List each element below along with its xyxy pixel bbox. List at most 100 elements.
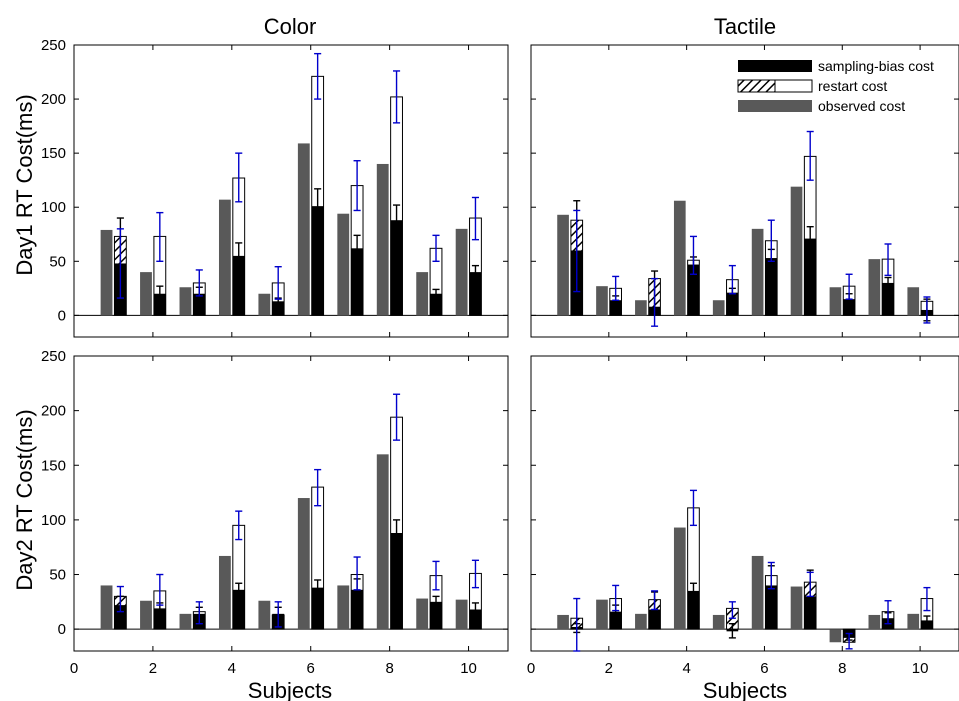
legend-label-observed: observed cost: [818, 98, 905, 114]
x-tick-label: 0: [527, 660, 535, 677]
observed-bar: [829, 287, 842, 316]
x-tick-label: 8: [838, 660, 846, 677]
sampling-bias-bar: [351, 248, 364, 316]
x-tick-label: 6: [307, 660, 315, 677]
sampling-bias-bar: [469, 272, 482, 316]
observed-bar: [868, 259, 881, 316]
panel-day2-color: 0 50 100 150 200 250 0 2 4 6 8 10: [41, 348, 509, 677]
observed-bar: [258, 600, 271, 630]
sampling-bias-bar: [765, 258, 778, 316]
y-tick-label: 200: [41, 91, 66, 108]
sampling-bias-bar: [390, 220, 403, 316]
observed-bar: [751, 228, 764, 316]
sampling-bias-bar: [804, 596, 817, 630]
sampling-bias-bar: [272, 301, 285, 316]
y-tick-label: 0: [58, 621, 66, 638]
xlabel-subjects-right: Subjects: [703, 678, 787, 701]
observed-bar: [179, 287, 192, 316]
sampling-bias-bar: [843, 299, 855, 316]
sampling-bias-bar: [804, 238, 817, 316]
observed-bar: [258, 293, 271, 316]
observed-bar: [416, 272, 429, 316]
sampling-bias-bar: [430, 601, 442, 630]
sampling-bias-bar: [469, 609, 482, 630]
y-tick-label: 250: [41, 348, 66, 365]
sampling-bias-bar: [609, 300, 622, 316]
sampling-bias-bar: [153, 293, 166, 316]
panel-title-color: Color: [264, 14, 317, 39]
sampling-bias-bar: [882, 282, 894, 316]
xlabel-subjects-left: Subjects: [248, 678, 332, 701]
y-tick-label: 200: [41, 403, 66, 420]
observed-bar: [557, 614, 569, 630]
y-tick-label: 250: [41, 37, 66, 54]
y-tick-label: 50: [49, 567, 66, 584]
observed-bar: [673, 200, 686, 316]
sampling-bias-bar: [311, 206, 324, 316]
y-tick-label: 100: [41, 512, 66, 529]
observed-bar: [416, 598, 429, 630]
panel-day1-tactile: [530, 44, 959, 338]
y-tick-label: 0: [58, 307, 66, 324]
legend-label-sampling: sampling-bias cost: [818, 58, 934, 74]
legend-swatch-observed: [738, 100, 812, 112]
observed-bar: [179, 613, 192, 630]
observed-bar: [596, 286, 608, 316]
sampling-bias-bar: [193, 293, 206, 316]
observed-bar: [100, 585, 113, 630]
legend-label-restart: restart cost: [818, 78, 887, 94]
panel-title-tactile: Tactile: [714, 14, 776, 39]
sampling-bias-bar: [687, 264, 700, 316]
observed-bar: [455, 599, 468, 630]
observed-bar: [712, 614, 725, 630]
observed-bar: [140, 600, 152, 630]
x-tick-label: 4: [228, 660, 236, 677]
legend: sampling-bias cost restart cost observed…: [737, 58, 934, 114]
observed-bar: [557, 214, 569, 316]
sampling-bias-bar: [687, 590, 700, 630]
sampling-bias-bar: [114, 605, 127, 630]
sampling-bias-bar: [232, 589, 245, 630]
legend-swatch-restart-hatch: [737, 79, 776, 93]
x-tick-label: 4: [682, 660, 690, 677]
observed-bar: [297, 143, 310, 316]
x-tick-label: 2: [605, 660, 613, 677]
axes-box: [73, 355, 509, 652]
observed-bar: [100, 229, 113, 316]
x-tick-label: 6: [760, 660, 768, 677]
observed-bar: [455, 228, 468, 316]
axes-box: [73, 44, 509, 338]
observed-bar: [337, 213, 350, 316]
y-tick-label: 150: [41, 145, 66, 162]
ylabel-day1: Day1 RT Cost(ms): [12, 94, 37, 275]
observed-bar: [751, 555, 764, 630]
sampling-bias-bar: [609, 611, 622, 630]
x-tick-label: 0: [70, 660, 78, 677]
sampling-bias-bar: [765, 585, 778, 630]
axes-box: [530, 355, 959, 652]
y-tick-label: 50: [49, 253, 66, 270]
y-tick-label: 150: [41, 457, 66, 474]
panel-day2-tactile: 0 2 4 6 8 10: [527, 355, 959, 677]
observed-bar: [673, 527, 686, 630]
ylabel-day2: Day2 RT Cost(ms): [12, 409, 37, 590]
observed-bar: [790, 586, 803, 630]
observed-bar: [790, 186, 803, 316]
observed-bar: [140, 272, 152, 316]
observed-bar: [712, 300, 725, 316]
observed-bar: [218, 199, 231, 316]
sampling-bias-bar: [153, 608, 166, 630]
sampling-bias-bar: [430, 293, 442, 316]
observed-bar: [218, 555, 231, 630]
sampling-bias-bar: [351, 589, 364, 630]
axes-box: [530, 44, 959, 338]
observed-bar: [635, 300, 647, 316]
panel-day1-color: 0 50 100 150 200 250: [41, 37, 509, 338]
sampling-bias-bar: [726, 292, 739, 316]
observed-bar: [297, 498, 310, 630]
sampling-bias-bar: [390, 533, 403, 630]
sampling-bias-bar: [232, 255, 245, 316]
observed-bar: [868, 614, 881, 630]
legend-swatch-restart-open: [774, 79, 813, 93]
